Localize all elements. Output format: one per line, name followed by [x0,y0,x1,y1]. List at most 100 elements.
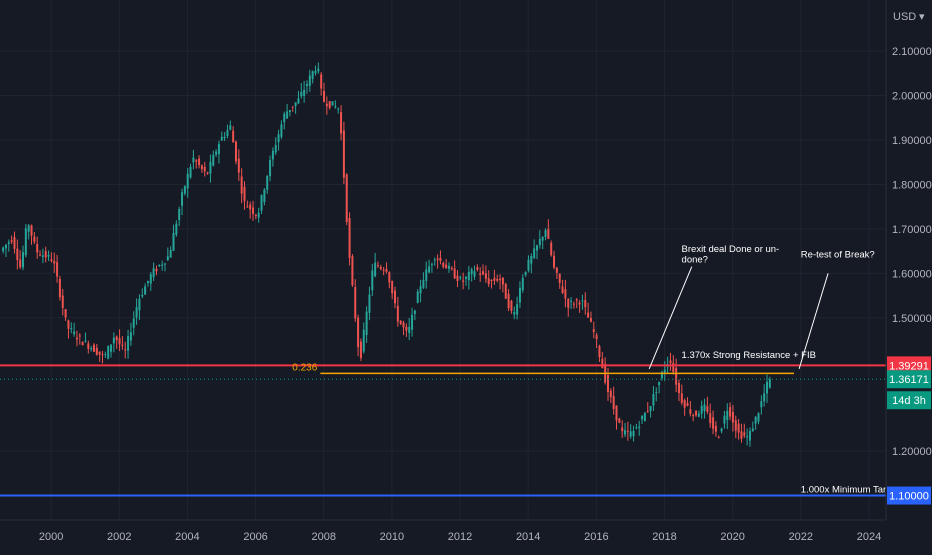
candle[interactable] [75,330,78,347]
candle[interactable] [723,410,726,429]
candle[interactable] [462,272,465,290]
candle[interactable] [172,224,175,252]
candle[interactable] [27,224,30,240]
candle[interactable] [98,351,101,362]
candle[interactable] [408,318,411,341]
candle[interactable] [269,155,272,182]
candle[interactable] [445,258,448,269]
candle[interactable] [132,311,135,336]
candle[interactable] [169,246,172,258]
candle[interactable] [422,272,425,289]
candle[interactable] [84,332,87,343]
candle[interactable] [669,352,672,371]
candle[interactable] [271,147,274,167]
candle[interactable] [30,224,33,245]
candle[interactable] [200,164,203,173]
candle[interactable] [470,267,473,282]
candle[interactable] [67,319,70,339]
candle[interactable] [584,292,587,315]
candle[interactable] [379,264,382,271]
candle[interactable] [283,111,286,130]
candle[interactable] [748,427,751,447]
candle[interactable] [348,212,351,266]
candle[interactable] [754,416,757,430]
candle[interactable] [39,250,42,257]
candle[interactable] [58,275,61,301]
candle[interactable] [334,100,337,109]
candle[interactable] [396,296,399,327]
candle[interactable] [731,405,734,432]
annotation-pointer-line[interactable] [798,273,829,370]
candle[interactable] [550,240,553,257]
candle[interactable] [254,213,257,220]
candle[interactable] [229,120,232,131]
candle[interactable] [499,274,502,290]
candle[interactable] [129,322,132,346]
candle[interactable] [158,264,161,268]
candle[interactable] [484,265,487,283]
candle[interactable] [595,332,598,348]
candle[interactable] [587,302,590,318]
candle[interactable] [53,252,56,273]
candle[interactable] [564,279,567,308]
candle[interactable] [757,412,760,425]
candle[interactable] [726,403,729,430]
candle[interactable] [558,273,561,289]
candle[interactable] [297,90,300,105]
candle[interactable] [697,410,700,418]
candle[interactable] [624,422,627,438]
candle[interactable] [405,323,408,338]
candle[interactable] [589,311,592,323]
candle[interactable] [249,201,252,219]
candle[interactable] [161,260,164,271]
candle[interactable] [220,131,223,141]
candle[interactable] [547,219,550,240]
candle[interactable] [382,266,385,276]
candle[interactable] [533,239,536,260]
candle[interactable] [234,140,237,165]
candle[interactable] [41,248,44,264]
candle[interactable] [453,260,456,280]
candle[interactable] [371,263,374,297]
candle[interactable] [626,421,629,441]
candle[interactable] [144,283,147,295]
candle[interactable] [359,338,362,362]
candle[interactable] [351,254,354,287]
candle[interactable] [4,243,7,257]
candle[interactable] [81,341,84,346]
candle[interactable] [555,266,558,279]
candle[interactable] [510,299,513,314]
candle[interactable] [476,264,479,272]
candle[interactable] [643,411,646,422]
candle[interactable] [635,423,638,430]
candle[interactable] [73,322,76,337]
annotation-text[interactable]: Brexit deal Done or un- [682,244,780,255]
candle[interactable] [629,424,632,439]
candle[interactable] [101,350,104,364]
candle[interactable] [521,274,524,293]
candle[interactable] [720,427,723,434]
candle[interactable] [760,395,763,415]
candle[interactable] [402,320,405,336]
candle[interactable] [257,207,260,223]
candle[interactable] [33,232,36,245]
candle[interactable] [323,82,326,103]
candle[interactable] [695,409,698,417]
candle[interactable] [291,106,294,112]
candle[interactable] [658,381,661,394]
candle[interactable] [496,274,499,283]
candle[interactable] [325,96,328,115]
candle[interactable] [703,398,706,419]
candle[interactable] [447,262,450,273]
candle[interactable] [246,200,249,208]
candle[interactable] [2,246,5,254]
candle[interactable] [399,320,402,326]
candle[interactable] [385,262,388,274]
candle[interactable] [717,435,720,439]
annotation-text[interactable]: done? [682,255,708,266]
time-axis-panel[interactable] [0,520,932,550]
candle[interactable] [138,294,141,320]
candle[interactable] [328,100,331,110]
candle[interactable] [87,340,90,354]
candle[interactable] [61,288,64,316]
